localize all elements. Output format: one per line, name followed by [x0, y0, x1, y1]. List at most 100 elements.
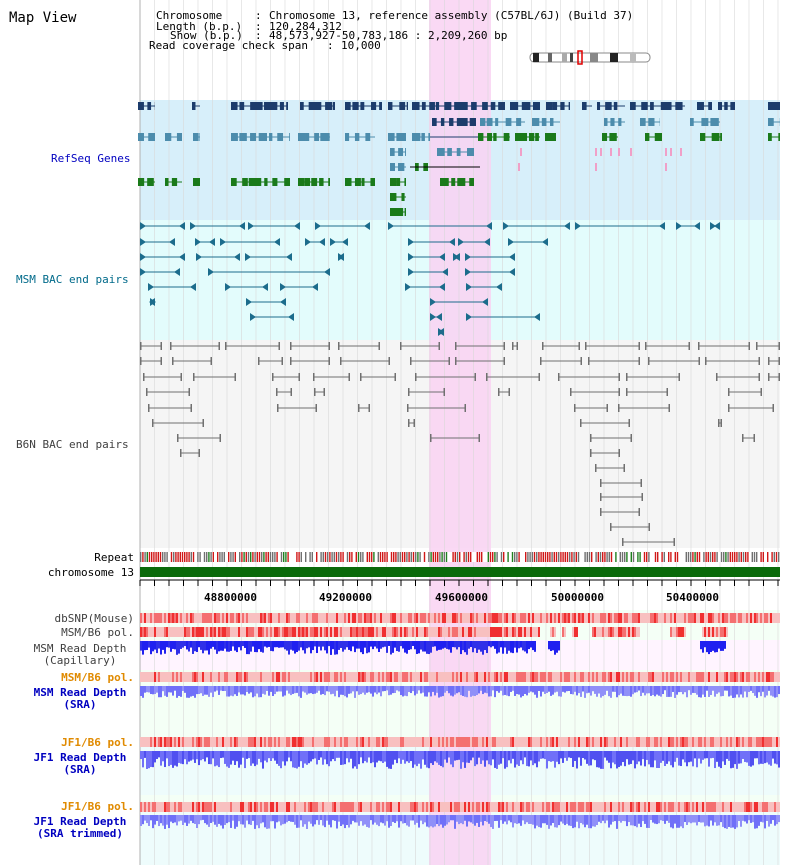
depth-bar: [144, 641, 146, 651]
depth-bar: [402, 686, 404, 697]
depth-bar: [548, 686, 550, 692]
repeat-track-label[interactable]: Repeat: [94, 551, 134, 564]
polymorphism-cell: [694, 802, 696, 812]
depth-bar: [266, 815, 268, 829]
show-sep: :: [255, 29, 262, 42]
depth-bar: [178, 751, 180, 763]
polymorphism-cell: [290, 613, 292, 623]
read-depth-tracks[interactable]: [140, 641, 780, 829]
gene-exon: [440, 178, 449, 186]
bac-end-marker: [288, 313, 294, 321]
polymorphism-cell: [200, 627, 202, 637]
jf1-depth-sra-label[interactable]: JF1 Read Depth (SRA): [20, 752, 140, 776]
polymorphism-cell: [244, 613, 246, 623]
msm-depth-sra-label[interactable]: MSM Read Depth (SRA): [20, 687, 140, 711]
depth-bar: [712, 641, 714, 651]
polymorphism-cell: [364, 672, 366, 682]
polymorphism-cell: [346, 737, 348, 747]
polymorphism-cell: [482, 627, 484, 637]
polymorphism-cell: [578, 613, 580, 623]
polymorphism-cell: [258, 672, 260, 682]
polymorphism-cell: [420, 672, 422, 682]
depth-bar: [412, 641, 414, 646]
repeat-element: [243, 552, 245, 562]
polymorphism-cell: [274, 802, 276, 812]
b6n-bac-track[interactable]: [140, 342, 780, 546]
polymorphism-cell: [492, 627, 494, 637]
msm-pol-sra-track-label[interactable]: MSM/B6 pol.: [61, 671, 134, 684]
depth-bar: [750, 751, 752, 767]
depth-bar: [656, 815, 658, 825]
polymorphism-cell: [432, 672, 434, 682]
dbsnp-track-label[interactable]: dbSNP(Mouse): [54, 612, 134, 625]
jf1-pol-sra-track-label[interactable]: JF1/B6 pol.: [61, 736, 134, 749]
polymorphism-cell: [522, 802, 524, 812]
depth-bar: [652, 686, 654, 696]
polymorphism-cell: [670, 613, 672, 623]
polymorphism-cell: [366, 613, 368, 623]
depth-bar: [184, 815, 186, 823]
polymorphism-cell: [546, 672, 548, 682]
axis-tick-label: 49200000: [319, 591, 372, 604]
polymorphism-cell: [242, 802, 244, 812]
polymorphism-cell: [578, 737, 580, 747]
polymorphism-tracks[interactable]: [140, 613, 780, 812]
refseq-gene-track[interactable]: [138, 102, 780, 216]
polymorphism-cell: [448, 802, 450, 812]
polymorphism-cell: [506, 672, 508, 682]
depth-bar: [474, 751, 476, 767]
gene-exon: [345, 102, 351, 110]
bac-end-marker: [542, 238, 548, 246]
msm-pol-track-label[interactable]: MSM/B6 pol.: [61, 626, 134, 639]
polymorphism-cell: [350, 672, 352, 682]
refseq-track-label[interactable]: RefSeq Genes: [51, 152, 131, 165]
polymorphism-cell: [692, 672, 694, 682]
polymorphism-cell: [538, 627, 540, 637]
b6n-bac-track-label[interactable]: B6N BAC end pairs: [16, 438, 129, 451]
polymorphism-cell: [650, 737, 652, 747]
polymorphism-cell: [444, 627, 446, 637]
msm-bac-track-label[interactable]: MSM BAC end pairs: [16, 273, 129, 286]
gene-exon: [138, 178, 145, 186]
depth-bar: [222, 641, 224, 651]
chromosome-ideogram[interactable]: [529, 50, 651, 65]
msm-depth-capillary-line1: MSM Read Depth: [33, 642, 127, 655]
polymorphism-cell: [566, 672, 568, 682]
depth-bar: [504, 686, 506, 695]
polymorphism-cell: [588, 672, 590, 682]
depth-bar: [476, 751, 478, 765]
jf1-pol-trim-track-label[interactable]: JF1/B6 pol.: [61, 800, 134, 813]
depth-bar: [684, 686, 686, 693]
depth-bar: [402, 815, 404, 824]
polymorphism-cell: [468, 802, 470, 812]
msm-bac-track[interactable]: [140, 222, 720, 336]
depth-bar: [632, 751, 634, 761]
chromosome-track[interactable]: [139, 567, 780, 586]
msm-depth-capillary-label[interactable]: MSM Read Depth (Capillary): [20, 643, 140, 667]
repeat-track[interactable]: [140, 552, 780, 562]
repeat-element: [646, 552, 648, 562]
polymorphism-cell: [516, 802, 518, 812]
polymorphism-cell: [424, 802, 426, 812]
depth-bar: [516, 751, 518, 765]
depth-bar: [354, 686, 356, 698]
polymorphism-cell: [218, 737, 220, 747]
depth-bar: [298, 751, 300, 767]
depth-bar: [278, 641, 280, 648]
polymorphism-cell: [432, 613, 434, 623]
polymorphism-cell: [502, 737, 504, 747]
polymorphism-cell: [670, 627, 672, 637]
bac-end-marker: [225, 342, 227, 350]
bac-end-marker: [600, 508, 602, 516]
depth-bar: [330, 686, 332, 695]
depth-bar: [188, 751, 190, 762]
jf1-depth-trim-label[interactable]: JF1 Read Depth (SRA trimmed): [20, 816, 140, 840]
polymorphism-cell: [738, 802, 740, 812]
polymorphism-cell: [300, 802, 302, 812]
chromosome-track-label[interactable]: chromosome 13: [47, 566, 134, 579]
polymorphism-cell: [454, 613, 456, 623]
depth-bar: [180, 686, 182, 697]
gene-exon: [478, 133, 484, 141]
depth-bar: [468, 686, 470, 691]
